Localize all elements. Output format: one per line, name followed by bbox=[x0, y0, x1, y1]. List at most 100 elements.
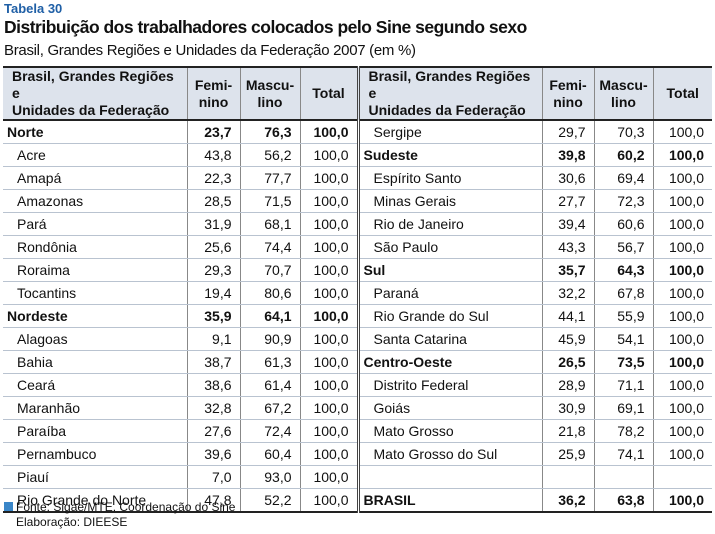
cell-value: 100,0 bbox=[299, 212, 358, 236]
cell-value: 100,0 bbox=[652, 350, 712, 374]
cell-value: 100,0 bbox=[652, 488, 712, 513]
cell-value: 100,0 bbox=[652, 166, 712, 190]
row-name: Rondônia bbox=[3, 235, 187, 259]
cell-value: 23,7 bbox=[186, 120, 240, 144]
cell-value: 100,0 bbox=[652, 396, 712, 420]
table-row: Alagoas 9,1 90,9 100,0 Santa Catarina 45,9 54,… bbox=[3, 327, 712, 351]
header-line: nino bbox=[198, 93, 229, 110]
row-name: Mato Grosso bbox=[356, 419, 542, 443]
cell-value: 100,0 bbox=[299, 235, 358, 259]
row-name: Tocantins bbox=[3, 281, 187, 305]
cell-value: 100,0 bbox=[299, 281, 358, 305]
cell-value: 71,1 bbox=[593, 373, 653, 397]
cell-value: 72,3 bbox=[593, 189, 653, 213]
column-header: Femi-nino bbox=[186, 66, 240, 121]
source: Fonte: Sigae/MTE. Coordenação do Sine bbox=[16, 500, 236, 514]
row-name: Roraima bbox=[3, 258, 187, 282]
data-table: Brasil, Grandes Regiões e Unidades da Fed… bbox=[3, 66, 712, 513]
header-line: Femi- bbox=[549, 76, 587, 93]
cell-value: 100,0 bbox=[652, 235, 712, 259]
cell-value: 71,5 bbox=[239, 189, 300, 213]
row-name bbox=[356, 465, 542, 489]
row-name: Mato Grosso do Sul bbox=[356, 442, 542, 466]
table-row: Roraima 29,3 70,7 100,0 Sul 35,7 64,3 100,0 bbox=[3, 258, 712, 282]
row-name: Ceará bbox=[3, 373, 187, 397]
cell-value: 64,3 bbox=[593, 258, 653, 282]
header-line: Brasil, Grandes Regiões e bbox=[368, 68, 531, 101]
table-row: Tocantins 19,4 80,6 100,0 Paraná 32,2 67,8 100,… bbox=[3, 281, 712, 305]
header-row: Brasil, Grandes Regiões e Unidades da Fed… bbox=[3, 66, 712, 121]
cell-value: 45,9 bbox=[541, 327, 594, 351]
cell-value: 67,2 bbox=[239, 396, 300, 420]
table-row: Amazonas 28,5 71,5 100,0 Minas Gerais 27,7 72,… bbox=[3, 189, 712, 213]
row-name: Pará bbox=[3, 212, 187, 236]
cell-value: 93,0 bbox=[239, 465, 300, 489]
header-line: Unidades da Federação bbox=[12, 102, 170, 118]
table-label: Tabela 30 bbox=[4, 1, 63, 16]
row-name: Minas Gerais bbox=[356, 189, 542, 213]
cell-value: 30,9 bbox=[541, 396, 594, 420]
cell-value: 39,6 bbox=[186, 442, 240, 466]
cell-value bbox=[652, 465, 712, 489]
cell-value: 25,6 bbox=[186, 235, 240, 259]
cell-value: 54,1 bbox=[593, 327, 653, 351]
cell-value: 100,0 bbox=[652, 327, 712, 351]
cell-value: 100,0 bbox=[299, 465, 358, 489]
cell-value: 35,9 bbox=[186, 304, 240, 328]
cell-value: 56,7 bbox=[593, 235, 653, 259]
table-row: Pernambuco 39,6 60,4 100,0 Mato Grosso do Su… bbox=[3, 442, 712, 466]
cell-value: 100,0 bbox=[299, 396, 358, 420]
cell-value: 60,2 bbox=[593, 143, 653, 167]
cell-value bbox=[541, 465, 594, 489]
row-name: Bahia bbox=[3, 350, 187, 374]
cell-value: 7,0 bbox=[186, 465, 240, 489]
row-name: BRASIL bbox=[356, 488, 542, 513]
header-line: Mascu- bbox=[599, 76, 648, 93]
cell-value: 74,4 bbox=[239, 235, 300, 259]
cell-value: 90,9 bbox=[239, 327, 300, 351]
table-row: Norte 23,7 76,3 100,0 Sergipe 29,7 70,3 100,0 bbox=[3, 120, 712, 144]
cell-value: 26,5 bbox=[541, 350, 594, 374]
cell-value: 100,0 bbox=[652, 304, 712, 328]
cell-value: 100,0 bbox=[299, 120, 358, 144]
column-header: Total bbox=[652, 66, 712, 121]
row-name: São Paulo bbox=[356, 235, 542, 259]
row-name: Piauí bbox=[3, 465, 187, 489]
cell-value: 100,0 bbox=[299, 327, 358, 351]
cell-value: 100,0 bbox=[652, 212, 712, 236]
row-name: Amapá bbox=[3, 166, 187, 190]
column-header: Brasil, Grandes Regiões e Unidades da Fed… bbox=[3, 66, 187, 121]
cell-value: 55,9 bbox=[593, 304, 653, 328]
row-name: Distrito Federal bbox=[356, 373, 542, 397]
row-name: Espírito Santo bbox=[356, 166, 542, 190]
cell-value: 47,8 bbox=[186, 488, 240, 513]
cell-value: 68,1 bbox=[239, 212, 300, 236]
header-line: Femi- bbox=[194, 76, 233, 93]
table-row: Pará 31,9 68,1 100,0 Rio de Janeiro 39,4 60,6 1… bbox=[3, 212, 712, 236]
row-name: Alagoas bbox=[3, 327, 187, 351]
cell-value: 100,0 bbox=[652, 143, 712, 167]
table-row: Rio Grande do Norte 47,8 52,2 100,0 BRASIL 36… bbox=[3, 488, 712, 513]
cell-value: 39,4 bbox=[541, 212, 594, 236]
table-row: Piauí 7,0 93,0 100,0 bbox=[3, 465, 712, 489]
cell-value: 77,7 bbox=[239, 166, 300, 190]
cell-value: 61,3 bbox=[239, 350, 300, 374]
row-name: Sergipe bbox=[356, 120, 542, 144]
cell-value: 73,5 bbox=[593, 350, 653, 374]
row-name: Paraná bbox=[356, 281, 542, 305]
header-line: nino bbox=[553, 93, 583, 110]
cell-value: 32,2 bbox=[541, 281, 594, 305]
column-header: Mascu-lino bbox=[239, 66, 300, 121]
cell-value: 35,7 bbox=[541, 258, 594, 282]
cell-value: 76,3 bbox=[239, 120, 300, 144]
cell-value: 100,0 bbox=[299, 143, 358, 167]
cell-value: 100,0 bbox=[299, 488, 358, 513]
cell-value: 27,6 bbox=[186, 419, 240, 443]
cell-value: 100,0 bbox=[299, 258, 358, 282]
footer: Fonte: Sigae/MTE. Coordenação do Sine El… bbox=[4, 500, 235, 530]
cell-value: 72,4 bbox=[239, 419, 300, 443]
cell-value: 29,7 bbox=[541, 120, 594, 144]
title: Distribuição dos trabalhadores colocados… bbox=[4, 17, 527, 37]
cell-value: 100,0 bbox=[299, 373, 358, 397]
bullet-icon bbox=[4, 502, 13, 511]
